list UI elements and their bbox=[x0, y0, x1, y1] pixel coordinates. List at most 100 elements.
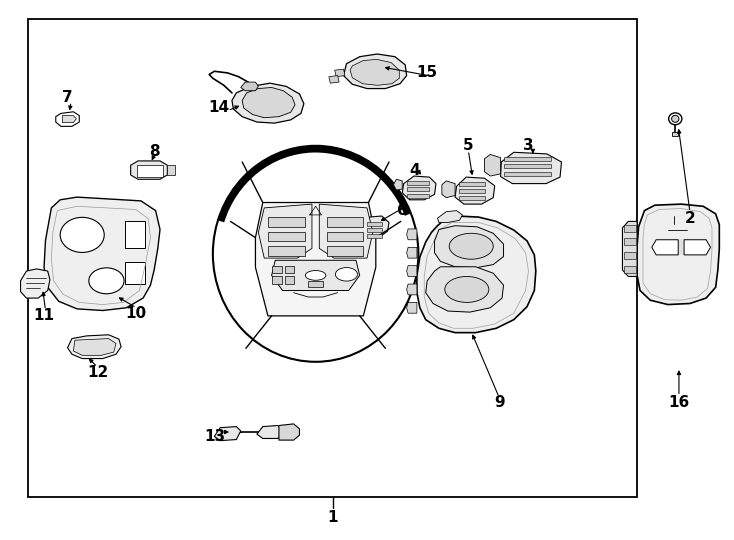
Bar bbox=[624, 266, 636, 273]
Polygon shape bbox=[258, 204, 312, 258]
Bar bbox=[308, 281, 323, 287]
Bar bbox=[367, 228, 382, 232]
Polygon shape bbox=[637, 204, 719, 305]
Polygon shape bbox=[655, 239, 707, 255]
Ellipse shape bbox=[445, 276, 489, 302]
Text: 8: 8 bbox=[149, 144, 159, 159]
Polygon shape bbox=[335, 69, 345, 77]
Bar bbox=[407, 181, 429, 185]
Bar bbox=[504, 164, 551, 168]
Polygon shape bbox=[361, 216, 389, 238]
Polygon shape bbox=[131, 161, 167, 179]
Polygon shape bbox=[44, 197, 160, 310]
Polygon shape bbox=[455, 177, 495, 204]
Polygon shape bbox=[484, 154, 501, 176]
Polygon shape bbox=[501, 152, 562, 184]
Bar bbox=[459, 182, 485, 186]
Polygon shape bbox=[272, 260, 360, 291]
Ellipse shape bbox=[449, 233, 493, 259]
Polygon shape bbox=[622, 221, 637, 276]
Text: 4: 4 bbox=[410, 163, 420, 178]
Bar bbox=[367, 234, 382, 238]
Text: 13: 13 bbox=[205, 429, 225, 444]
Bar bbox=[504, 172, 551, 176]
Bar bbox=[125, 221, 145, 248]
Text: 9: 9 bbox=[494, 395, 504, 410]
Polygon shape bbox=[279, 424, 299, 440]
Ellipse shape bbox=[335, 267, 357, 281]
Bar bbox=[327, 246, 363, 256]
Text: 3: 3 bbox=[523, 138, 534, 153]
Polygon shape bbox=[241, 82, 258, 91]
Bar bbox=[272, 266, 282, 273]
Text: 7: 7 bbox=[62, 90, 73, 105]
Text: 10: 10 bbox=[126, 306, 146, 321]
Polygon shape bbox=[442, 181, 455, 198]
Polygon shape bbox=[417, 216, 536, 333]
Text: 5: 5 bbox=[463, 138, 473, 153]
Bar bbox=[504, 157, 551, 161]
Polygon shape bbox=[73, 339, 116, 355]
Polygon shape bbox=[652, 240, 678, 255]
Polygon shape bbox=[21, 269, 50, 298]
Bar bbox=[327, 232, 363, 241]
Ellipse shape bbox=[60, 217, 104, 253]
Bar bbox=[268, 217, 305, 227]
Polygon shape bbox=[435, 226, 504, 268]
Polygon shape bbox=[426, 267, 504, 312]
Polygon shape bbox=[393, 179, 402, 190]
Polygon shape bbox=[407, 266, 417, 276]
Polygon shape bbox=[232, 83, 304, 123]
Polygon shape bbox=[437, 211, 462, 222]
Polygon shape bbox=[402, 176, 436, 200]
Polygon shape bbox=[407, 247, 417, 258]
Polygon shape bbox=[255, 202, 376, 316]
Polygon shape bbox=[350, 59, 399, 85]
Text: 15: 15 bbox=[417, 65, 437, 80]
Text: 12: 12 bbox=[87, 365, 108, 380]
Polygon shape bbox=[329, 76, 339, 83]
Polygon shape bbox=[344, 54, 407, 89]
Bar bbox=[268, 246, 305, 256]
Polygon shape bbox=[242, 87, 295, 118]
Polygon shape bbox=[407, 302, 417, 313]
Text: 11: 11 bbox=[34, 308, 54, 323]
Ellipse shape bbox=[305, 271, 326, 280]
Bar bbox=[285, 266, 294, 273]
Polygon shape bbox=[684, 240, 711, 255]
Bar bbox=[125, 262, 145, 284]
Ellipse shape bbox=[213, 146, 418, 362]
Bar bbox=[624, 225, 636, 232]
Bar bbox=[459, 196, 485, 200]
Text: 1: 1 bbox=[327, 510, 338, 525]
Ellipse shape bbox=[672, 116, 679, 122]
Polygon shape bbox=[407, 284, 417, 295]
Bar bbox=[285, 276, 294, 284]
Bar bbox=[272, 276, 282, 284]
Polygon shape bbox=[257, 426, 283, 438]
Polygon shape bbox=[214, 427, 241, 441]
Bar bbox=[459, 189, 485, 193]
Bar bbox=[407, 187, 429, 191]
Bar bbox=[28, 19, 637, 497]
Polygon shape bbox=[167, 165, 175, 175]
Polygon shape bbox=[68, 335, 121, 359]
Polygon shape bbox=[407, 229, 417, 240]
Text: 14: 14 bbox=[208, 100, 229, 116]
Bar bbox=[327, 217, 363, 227]
Bar bbox=[624, 252, 636, 259]
Bar bbox=[624, 238, 636, 245]
Ellipse shape bbox=[89, 268, 124, 294]
Bar bbox=[137, 165, 163, 177]
Polygon shape bbox=[56, 112, 79, 126]
Polygon shape bbox=[672, 132, 678, 136]
Bar bbox=[367, 222, 382, 226]
Text: 6: 6 bbox=[397, 203, 407, 218]
Bar bbox=[407, 194, 429, 198]
Polygon shape bbox=[319, 204, 373, 258]
Text: 2: 2 bbox=[685, 211, 695, 226]
Ellipse shape bbox=[669, 113, 682, 125]
Text: 16: 16 bbox=[669, 395, 689, 410]
Bar bbox=[268, 232, 305, 241]
Polygon shape bbox=[62, 116, 76, 123]
